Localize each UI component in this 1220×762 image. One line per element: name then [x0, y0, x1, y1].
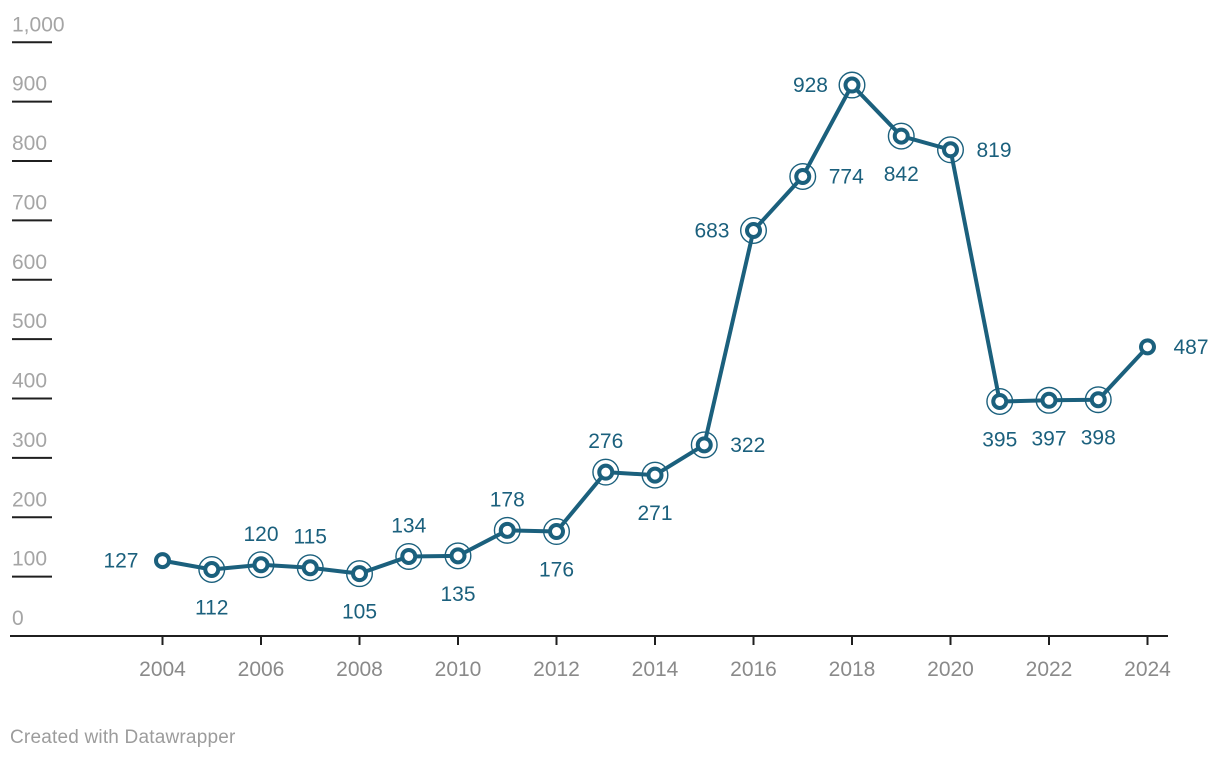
data-point[interactable]	[351, 565, 368, 583]
value-label: 127	[103, 550, 138, 573]
data-point[interactable]	[794, 167, 812, 185]
y-axis-label: 1,000	[12, 13, 65, 36]
point-halo	[543, 518, 571, 546]
value-label: 398	[1081, 427, 1116, 450]
value-label: 178	[490, 488, 525, 511]
x-axis-label: 2022	[1026, 658, 1073, 681]
data-point[interactable]	[646, 466, 664, 484]
value-label: 176	[539, 559, 574, 582]
point-halo	[887, 122, 915, 150]
data-point[interactable]	[1040, 391, 1058, 409]
point-halo	[296, 554, 324, 582]
data-point[interactable]	[203, 561, 221, 579]
point-halo	[493, 516, 521, 544]
data-point[interactable]	[1089, 391, 1107, 409]
point-halo	[346, 560, 374, 588]
point-halo	[740, 217, 768, 245]
point-halo	[690, 431, 718, 459]
value-label: 271	[637, 502, 672, 525]
data-point[interactable]	[695, 436, 713, 454]
value-label: 928	[793, 74, 828, 97]
x-axis-label: 2018	[829, 658, 876, 681]
value-label: 120	[243, 523, 278, 546]
y-axis-label: 100	[12, 548, 47, 571]
point-halo	[641, 461, 669, 489]
x-axis-label: 2006	[238, 658, 285, 681]
point-halo	[838, 71, 866, 99]
x-axis-label: 2008	[336, 658, 383, 681]
data-point[interactable]	[498, 521, 516, 539]
value-label: 397	[1031, 427, 1066, 450]
point-halo	[395, 542, 423, 570]
y-axis-label: 600	[12, 251, 47, 274]
value-label: 774	[829, 165, 864, 188]
point-halo	[937, 136, 965, 164]
point-halo	[198, 556, 226, 584]
data-point[interactable]	[301, 559, 319, 577]
data-point[interactable]	[252, 556, 270, 574]
y-axis-label: 300	[12, 429, 47, 452]
value-label: 115	[294, 526, 327, 549]
y-axis-label: 800	[12, 132, 47, 155]
x-axis-label: 2014	[632, 658, 679, 681]
y-axis-label: 200	[12, 488, 47, 511]
data-point[interactable]	[154, 552, 171, 570]
value-label: 487	[1174, 336, 1209, 359]
x-axis-label: 2010	[435, 658, 482, 681]
point-halo	[444, 542, 472, 570]
data-point[interactable]	[597, 463, 615, 481]
x-axis-label: 2012	[533, 658, 580, 681]
y-axis-label: 900	[12, 73, 47, 96]
data-point[interactable]	[991, 392, 1009, 410]
value-label: 683	[694, 220, 729, 243]
y-axis-label: 500	[12, 310, 47, 333]
data-point[interactable]	[942, 141, 959, 159]
data-point[interactable]	[548, 523, 565, 541]
value-label: 135	[440, 583, 475, 606]
point-halo	[592, 458, 620, 486]
y-axis-label: 400	[12, 370, 47, 393]
point-halo	[247, 551, 275, 579]
data-point[interactable]	[449, 547, 467, 565]
point-halo	[789, 162, 817, 190]
x-axis-label: 2004	[139, 658, 186, 681]
point-halo	[1084, 386, 1112, 414]
value-label: 112	[195, 597, 228, 620]
x-axis-label: 2020	[927, 658, 974, 681]
x-axis-label: 2024	[1124, 658, 1171, 681]
data-point[interactable]	[1139, 338, 1156, 356]
data-point[interactable]	[892, 127, 910, 145]
x-axis-label: 2016	[730, 658, 777, 681]
value-label: 322	[730, 434, 765, 457]
value-label: 105	[342, 601, 377, 624]
value-label: 842	[884, 163, 919, 186]
chart-canvas: 0 100 200 300 400 500 600 700 800 900 1,000 2004 200…	[10, 13, 1209, 681]
value-label: 134	[391, 514, 426, 537]
y-axis-label: 700	[12, 191, 47, 214]
y-axis-label: 0	[12, 607, 24, 630]
data-point[interactable]	[400, 547, 418, 565]
point-halo	[1035, 386, 1063, 414]
value-label: 819	[977, 139, 1012, 162]
data-point[interactable]	[843, 76, 861, 94]
point-halo	[986, 387, 1014, 415]
footer-credit: Created with Datawrapper	[10, 727, 236, 748]
data-point[interactable]	[745, 222, 762, 240]
value-label: 395	[982, 428, 1017, 451]
value-label: 276	[588, 430, 623, 453]
